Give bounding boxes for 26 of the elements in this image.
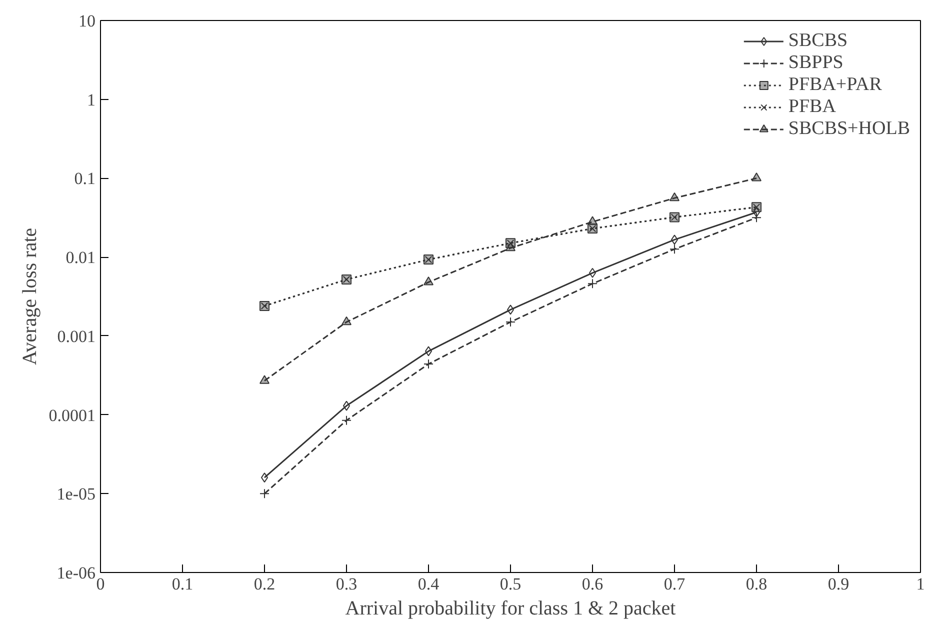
x-tick-label: 0.3 — [336, 574, 358, 594]
y-tick-label: 1e-06 — [56, 564, 96, 582]
legend-label: PFBA+PAR — [788, 74, 882, 96]
legend-label: SBCBS+HOLB — [788, 118, 910, 140]
x-axis-title: Arrival probability for class 1 & 2 packet — [345, 598, 676, 620]
y-tick-label: 10 — [78, 12, 96, 30]
x-tick-label: 0.8 — [746, 574, 768, 594]
x-tick-label: 1 — [916, 574, 925, 594]
y-tick-label: 0.1 — [74, 169, 96, 188]
x-tick-label: 0.6 — [582, 574, 604, 594]
x-tick-label: 0.1 — [172, 574, 194, 594]
y-tick-label: 0.0001 — [48, 406, 96, 425]
y-axis-title: Average loss rate — [18, 228, 41, 366]
y-tick-label: 1 — [87, 90, 96, 110]
y-tick-label: 1e-05 — [56, 484, 96, 504]
legend-label: SBCBS — [788, 30, 848, 52]
x-tick-label: 0 — [96, 574, 105, 594]
y-tick-label: 0.01 — [66, 248, 96, 268]
legend-label: PFBA — [788, 96, 836, 118]
x-tick-label: 0.5 — [500, 574, 522, 594]
y-tick-label: 0.001 — [57, 326, 96, 346]
x-tick-label: 0.7 — [664, 574, 686, 594]
legend-label: SBPPS — [788, 52, 844, 74]
x-tick-label: 0.4 — [418, 574, 440, 594]
x-tick-label: 0.9 — [828, 574, 850, 594]
x-tick-label: 0.2 — [254, 574, 276, 594]
